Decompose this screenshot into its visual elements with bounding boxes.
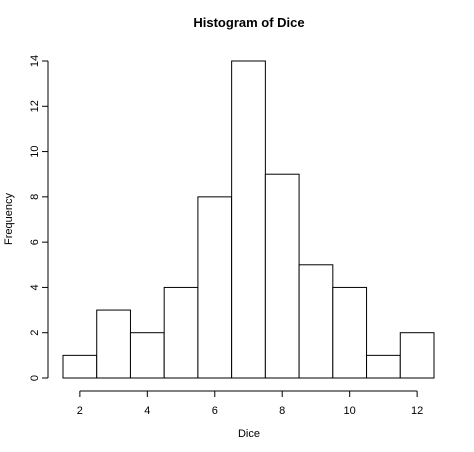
histogram-bar	[96, 309, 131, 379]
y-tick-label: 2	[29, 330, 41, 336]
histogram-bar	[332, 286, 368, 379]
x-tick-label: 4	[144, 405, 150, 417]
y-tick-label: 6	[29, 239, 41, 245]
x-tick-label: 2	[77, 405, 83, 417]
y-tick-label: 0	[29, 375, 41, 381]
y-tick-label: 4	[29, 284, 41, 290]
histogram-bar	[62, 354, 98, 379]
x-tick-label: 6	[212, 405, 218, 417]
histogram-bar	[197, 196, 233, 379]
x-tick-label: 10	[344, 405, 356, 417]
y-axis-title: Frequency	[3, 193, 15, 245]
histogram-bar	[264, 173, 300, 379]
histogram-bar	[399, 332, 435, 379]
y-tick-label: 12	[29, 100, 41, 112]
chart-title: Histogram of Dice	[193, 15, 304, 30]
histogram-bar	[231, 60, 266, 379]
y-tick-label: 10	[29, 145, 41, 157]
bars-group	[62, 60, 435, 379]
histogram-bar	[129, 332, 165, 379]
x-axis: 2 4 6 8 10 12	[77, 390, 423, 417]
y-tick-label: 14	[29, 55, 41, 67]
x-axis-title: Dice	[238, 428, 260, 440]
x-tick-label: 8	[279, 405, 285, 417]
y-tick-label: 8	[29, 194, 41, 200]
histogram-bar	[163, 286, 199, 379]
histogram-bar	[298, 264, 334, 379]
histogram-bar	[366, 354, 401, 379]
y-axis: 0 2 4 6 8 10 12 14	[29, 55, 49, 381]
x-tick-label: 12	[411, 405, 423, 417]
